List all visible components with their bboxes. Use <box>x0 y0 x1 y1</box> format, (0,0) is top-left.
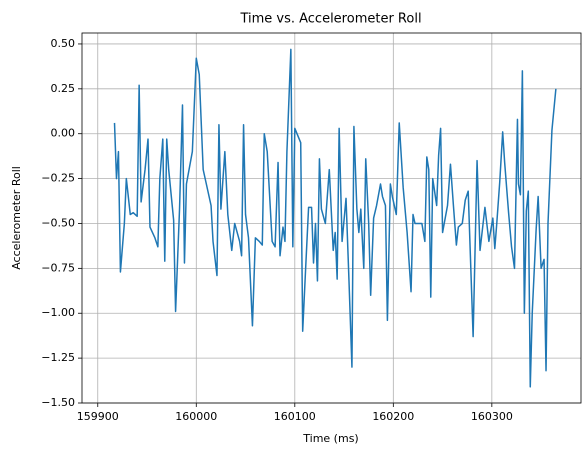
plot-frame <box>81 32 582 404</box>
x-axis-label: Time (ms) <box>302 432 358 445</box>
y-tick-label: 0.25 <box>51 82 76 95</box>
y-tick-label: −1.50 <box>41 396 75 409</box>
x-tick-label: 160300 <box>471 410 513 423</box>
x-tick-label: 160000 <box>175 410 217 423</box>
x-tick-label: 160100 <box>274 410 316 423</box>
y-tick-label: −0.25 <box>41 172 75 185</box>
y-tick-label: 0.00 <box>51 127 76 140</box>
y-tick-label: −0.75 <box>41 261 75 274</box>
data-line <box>113 48 557 388</box>
y-tick-label: −0.50 <box>41 216 75 229</box>
x-tick-label: 160200 <box>372 410 414 423</box>
y-tick-label: −1.25 <box>41 351 75 364</box>
x-tick-label: 159900 <box>77 410 119 423</box>
chart-title: Time vs. Accelerometer Roll <box>239 12 421 27</box>
y-tick-label: 0.50 <box>51 37 76 50</box>
y-tick-label: −1.00 <box>41 306 75 319</box>
y-axis-label: Accelerometer Roll <box>10 166 23 270</box>
